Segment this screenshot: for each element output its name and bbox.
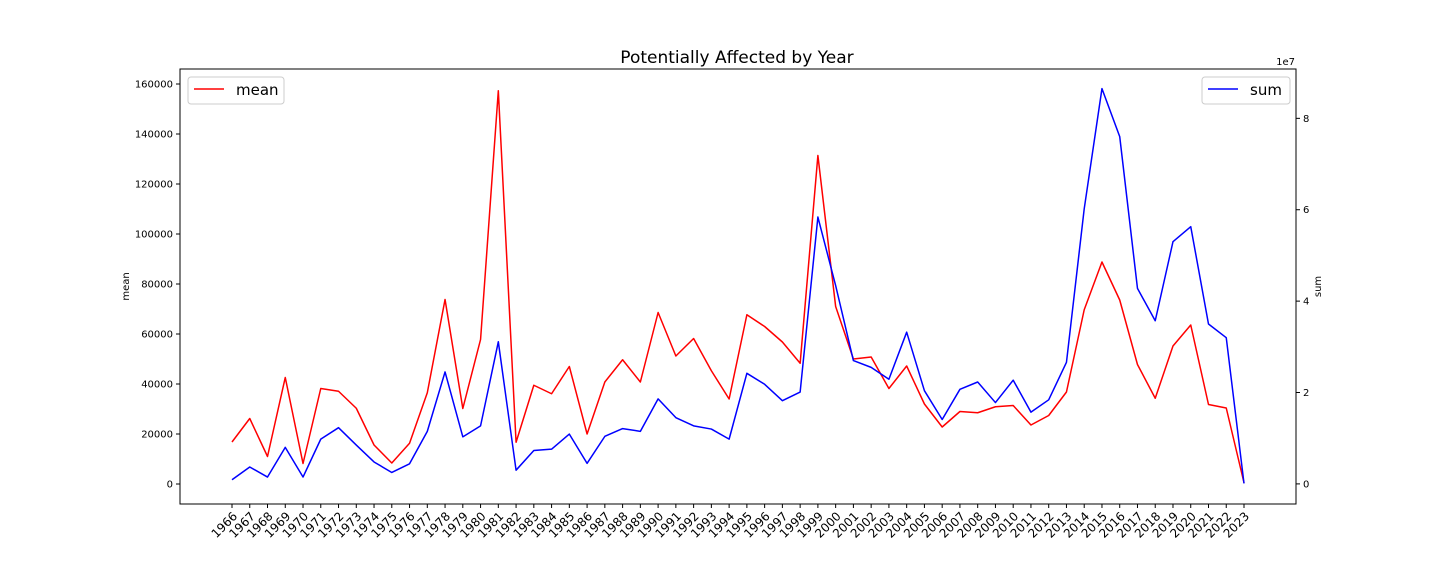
right-y-tick-label: 4 (1303, 297, 1309, 308)
series-line-sum (231, 87, 1245, 484)
right-y-tick-label: 0 (1303, 479, 1309, 490)
left-y-tick-label: 160000 (135, 80, 173, 91)
left-y-tick-label: 100000 (135, 230, 173, 241)
left-y-tick-label: 40000 (141, 380, 173, 391)
right-y-tick-label: 2 (1303, 388, 1309, 399)
left-y-tick-label: 0 (167, 480, 173, 491)
left-y-tick-label: 120000 (135, 180, 173, 191)
right-axis-offset-text: 1e7 (1276, 57, 1295, 68)
legend-sum-label: sum (1250, 81, 1282, 99)
legend-mean-box (187, 76, 285, 105)
series-line-mean (231, 90, 1245, 483)
legend-mean: mean (187, 76, 285, 105)
left-y-tick-label: 60000 (141, 330, 173, 341)
plot-frame (179, 68, 1297, 505)
legend-mean-label: mean (236, 81, 279, 99)
left-y-axis: 0 20000 40000 60000 80000 100000 120000 140000 1… (135, 80, 180, 491)
legend-sum: sum (1201, 76, 1291, 105)
right-y-axis: 0 2 4 6 8 (1296, 114, 1309, 490)
right-y-tick-label: 6 (1303, 205, 1309, 216)
legend-sum-box (1201, 76, 1291, 105)
left-y-axis-label: mean (121, 272, 132, 300)
left-y-tick-label: 140000 (135, 130, 173, 141)
left-y-tick-label: 20000 (141, 430, 173, 441)
right-y-axis-label: sum (1313, 276, 1324, 297)
series-layer (231, 87, 1245, 484)
x-axis: 1966196719681969197019711972197319741975… (209, 504, 1252, 541)
left-y-tick-label: 80000 (141, 280, 173, 291)
right-y-tick-label: 8 (1303, 114, 1309, 125)
chart-title: Potentially Affected by Year (620, 48, 853, 68)
